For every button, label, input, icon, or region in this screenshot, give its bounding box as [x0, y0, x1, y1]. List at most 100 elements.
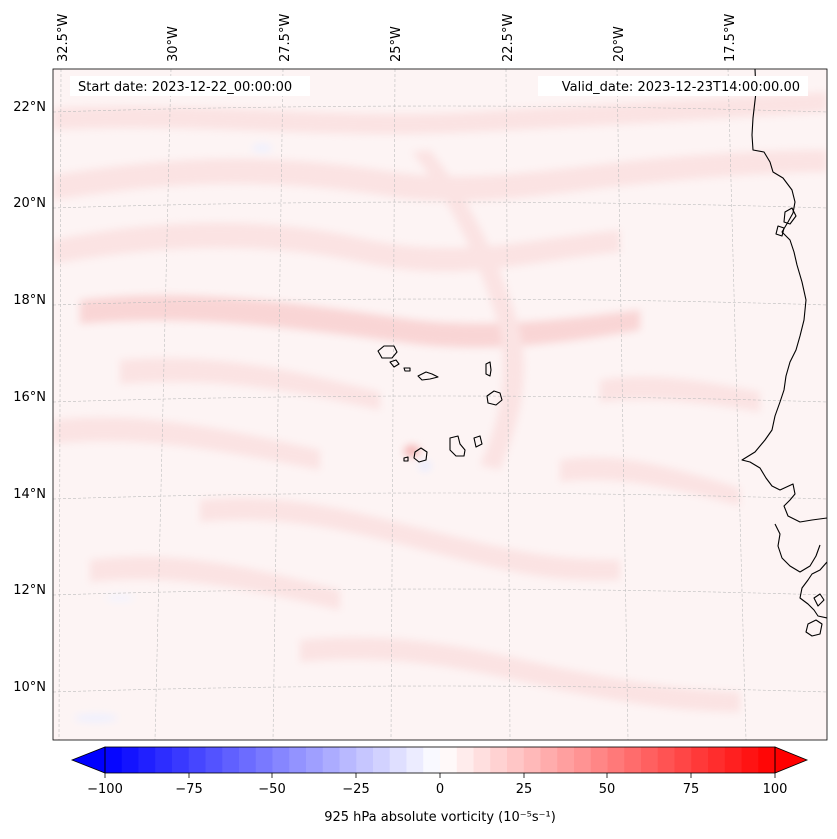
- colorbar-cell: [540, 747, 558, 773]
- vorticity-band: [412, 150, 524, 470]
- colorbar-cell: [155, 747, 173, 773]
- vorticity-band: [300, 637, 740, 712]
- colorbar: −100 −75 −50 −25 0 25 50 75 100 925 hPa …: [70, 746, 809, 825]
- vorticity-band: [53, 150, 827, 202]
- vorticity-band: [560, 457, 740, 506]
- vorticity-field-bands: [53, 92, 827, 722]
- vorticity-band: [200, 498, 620, 581]
- colorbar-cell: [356, 747, 374, 773]
- colorbar-cell: [322, 747, 340, 773]
- vorticity-band: [80, 295, 640, 348]
- colorbar-cell: [708, 747, 726, 773]
- island-santiago: [449, 435, 466, 457]
- vorticity-max: [404, 445, 420, 457]
- colorbar-cell: [557, 747, 575, 773]
- colorbar-label: 925 hPa absolute vorticity (10⁻⁵s⁻¹): [324, 810, 556, 825]
- lon-label: 20°W: [612, 26, 627, 62]
- africa-coastline: [799, 561, 827, 619]
- colorbar-cell: [624, 747, 642, 773]
- map-panel: Start date: 2023-12-22_00:00:00 Valid_da…: [53, 69, 827, 740]
- colorbar-ticks: [104, 773, 776, 778]
- island: [813, 593, 825, 607]
- colorbar-cell: [172, 747, 190, 773]
- colorbar-cell: [758, 747, 776, 773]
- island-sao-nicolau: [417, 371, 439, 381]
- lon-label: 32.5°W: [56, 14, 71, 62]
- colorbar-tick-label: −50: [258, 782, 285, 797]
- colorbar-cell: [205, 747, 223, 773]
- colorbar-cell: [289, 747, 307, 773]
- colorbar-cell: [724, 747, 742, 773]
- africa-coastline: [774, 523, 821, 573]
- vorticity-min: [106, 595, 134, 601]
- colorbar-tick-label: 25: [516, 782, 533, 797]
- colorbar-tick-labels: −100 −75 −50 −25 0 25 50 75 100: [87, 782, 787, 797]
- vorticity-band: [53, 417, 320, 470]
- lat-label: 18°N: [13, 293, 46, 308]
- colorbar-cell: [239, 747, 257, 773]
- island-santa-luzia: [403, 367, 411, 372]
- lon-label: 27.5°W: [278, 14, 293, 62]
- colorbar-cell: [590, 747, 608, 773]
- colorbar-cell: [507, 747, 525, 773]
- start-date-label: Start date: 2023-12-22_00:00:00: [78, 80, 292, 95]
- map-frame: [52, 68, 828, 741]
- latitude-labels: 22°N 20°N 18°N 16°N 14°N 12°N 10°N: [13, 100, 46, 695]
- island-santo-antao: [377, 345, 398, 359]
- island-boa-vista: [486, 390, 503, 406]
- africa-coastline: [741, 69, 827, 523]
- island-maio: [473, 435, 483, 448]
- lat-label: 16°N: [13, 390, 46, 405]
- colorbar-cell: [440, 747, 458, 773]
- island: [775, 225, 785, 237]
- vorticity-min: [74, 714, 118, 722]
- island-sal: [485, 361, 492, 377]
- colorbar-cell: [188, 747, 206, 773]
- colorbar-cell: [222, 747, 240, 773]
- colorbar-cell: [523, 747, 541, 773]
- vorticity-band: [600, 376, 760, 412]
- island-sao-vicente: [389, 359, 400, 368]
- colorbar-cell: [306, 747, 324, 773]
- colorbar-cells: [105, 747, 776, 773]
- coastlines: [377, 69, 827, 637]
- colorbar-cell: [255, 747, 273, 773]
- colorbar-cell: [423, 747, 441, 773]
- colorbar-tick-label: −75: [175, 782, 202, 797]
- colorbar-cell: [674, 747, 692, 773]
- vorticity-band: [53, 92, 827, 135]
- colorbar-cell: [657, 747, 675, 773]
- start-date-box: [70, 76, 310, 96]
- colorbar-cell: [389, 747, 407, 773]
- colorbar-cell: [691, 747, 709, 773]
- colorbar-cell: [490, 747, 508, 773]
- colorbar-cell: [607, 747, 625, 773]
- colorbar-tick-label: 75: [683, 782, 700, 797]
- lon-label: 17.5°W: [723, 14, 738, 62]
- lat-label: 14°N: [13, 487, 46, 502]
- lon-label: 30°W: [166, 26, 181, 62]
- valid-date-box: [538, 76, 808, 96]
- lon-label: 25°W: [389, 26, 404, 62]
- lat-label: 12°N: [13, 583, 46, 598]
- colorbar-cell: [641, 747, 659, 773]
- colorbar-tick-label: −25: [342, 782, 369, 797]
- vorticity-band: [90, 556, 340, 610]
- vorticity-min: [419, 461, 431, 471]
- colorbar-cell: [373, 747, 391, 773]
- island: [783, 207, 797, 225]
- longitude-labels: 32.5°W 30°W 27.5°W 25°W 22.5°W 20°W 17.5…: [56, 14, 738, 62]
- colorbar-cell: [741, 747, 759, 773]
- vorticity-min: [252, 144, 272, 152]
- colorbar-tick-label: −100: [87, 782, 123, 797]
- colorbar-cell: [105, 747, 123, 773]
- lat-label: 10°N: [13, 680, 46, 695]
- colorbar-cell: [473, 747, 491, 773]
- lat-label: 22°N: [13, 100, 46, 115]
- island: [805, 619, 823, 637]
- island-fogo: [413, 447, 428, 463]
- valid-date-label: Valid_date: 2023-12-23T14:00:00.00: [562, 80, 800, 95]
- gridlines: [53, 69, 827, 740]
- colorbar-cell: [121, 747, 139, 773]
